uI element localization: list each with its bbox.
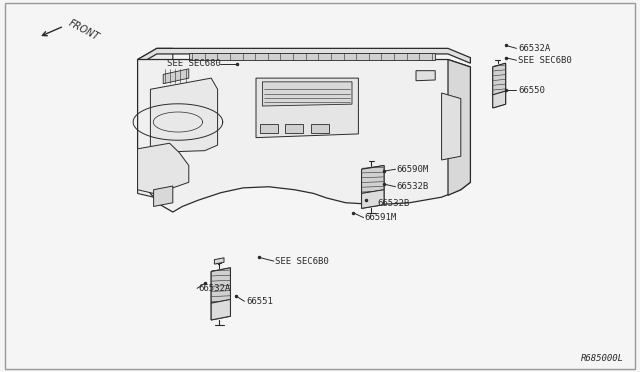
Polygon shape xyxy=(138,48,470,65)
Polygon shape xyxy=(362,190,384,208)
FancyBboxPatch shape xyxy=(285,124,303,133)
Polygon shape xyxy=(493,91,506,108)
Polygon shape xyxy=(211,299,230,320)
FancyBboxPatch shape xyxy=(311,124,329,133)
Polygon shape xyxy=(154,186,173,206)
Polygon shape xyxy=(416,71,435,81)
Polygon shape xyxy=(189,53,435,60)
Polygon shape xyxy=(150,78,218,153)
Text: 66550: 66550 xyxy=(518,86,545,94)
Text: 66590M: 66590M xyxy=(397,165,429,174)
FancyBboxPatch shape xyxy=(260,124,278,133)
Text: 66532B: 66532B xyxy=(397,182,429,191)
Text: SEE SEC6B0: SEE SEC6B0 xyxy=(275,257,329,266)
Polygon shape xyxy=(211,268,230,320)
Polygon shape xyxy=(362,166,384,208)
Polygon shape xyxy=(138,60,470,212)
Text: FRONT: FRONT xyxy=(67,18,101,43)
Text: 66551: 66551 xyxy=(246,297,273,306)
Polygon shape xyxy=(493,63,506,95)
Polygon shape xyxy=(138,48,173,197)
Text: 66532A: 66532A xyxy=(198,284,230,293)
Text: 66532B: 66532B xyxy=(378,199,410,208)
Polygon shape xyxy=(163,69,189,84)
Text: 66591M: 66591M xyxy=(365,213,397,222)
Text: R685000L: R685000L xyxy=(581,354,624,363)
Polygon shape xyxy=(138,143,189,193)
Text: SEE SEC680: SEE SEC680 xyxy=(167,60,221,68)
Polygon shape xyxy=(442,93,461,160)
Polygon shape xyxy=(493,63,506,108)
Polygon shape xyxy=(448,60,470,195)
Polygon shape xyxy=(256,78,358,138)
Polygon shape xyxy=(211,268,230,303)
Text: SEE SEC6B0: SEE SEC6B0 xyxy=(518,56,572,65)
Polygon shape xyxy=(362,166,384,193)
Polygon shape xyxy=(262,82,352,106)
Polygon shape xyxy=(214,258,224,264)
Text: 66532A: 66532A xyxy=(518,44,550,53)
